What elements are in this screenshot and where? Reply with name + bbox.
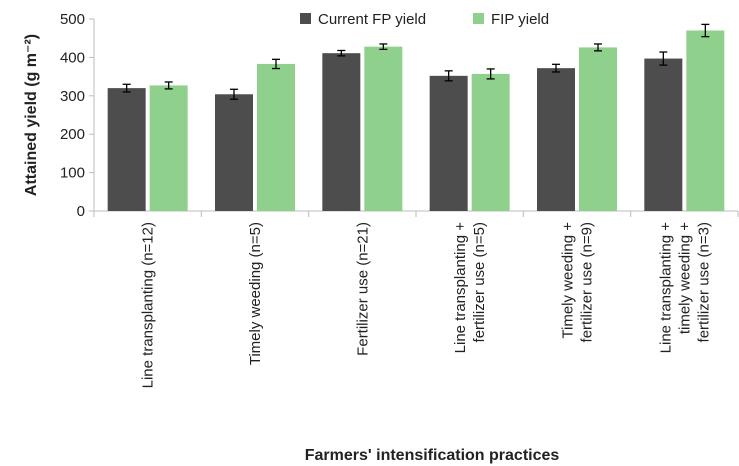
category-label: Line transplanting + bbox=[452, 222, 469, 354]
bar-current-fp bbox=[644, 58, 683, 211]
bar-fip bbox=[471, 73, 510, 211]
legend-label-fip: FIP yield bbox=[491, 11, 549, 28]
legend-swatch-fip bbox=[473, 13, 484, 24]
y-tick-label: 300 bbox=[60, 88, 85, 105]
y-tick-label: 200 bbox=[60, 126, 85, 143]
category-label: Timely weeding (n=5) bbox=[247, 222, 264, 365]
bar-fip bbox=[149, 85, 188, 211]
bar-fip bbox=[364, 46, 403, 212]
bar-current-fp bbox=[215, 94, 253, 211]
legend-label-current-fp: Current FP yield bbox=[318, 11, 426, 28]
y-tick-label: 500 bbox=[60, 11, 85, 28]
y-axis-title: Attained yield (g m⁻²) bbox=[23, 34, 40, 196]
x-axis-title: Farmers' intensification practices bbox=[305, 447, 560, 464]
x-axis bbox=[93, 210, 739, 217]
bar-fip bbox=[686, 30, 725, 211]
legend-swatch-current-fp bbox=[300, 13, 311, 24]
category-label: fertilizer use (n=9) bbox=[579, 222, 596, 342]
category-label: Line transplanting (n=12) bbox=[140, 222, 157, 388]
category-label: Line transplanting + bbox=[657, 222, 674, 354]
bar-current-fp bbox=[107, 88, 146, 211]
category-label: Fertilizer use (n=21) bbox=[354, 222, 371, 356]
y-tick-label: 0 bbox=[77, 203, 85, 220]
category-label: timely weeding + bbox=[676, 222, 693, 334]
bar-current-fp bbox=[537, 68, 575, 211]
y-tick-label: 100 bbox=[60, 165, 85, 182]
bar-current-fp bbox=[429, 75, 468, 211]
category-labels: Line transplanting (n=12) Timely weeding … bbox=[140, 222, 713, 389]
bar-fip bbox=[257, 63, 295, 211]
error-bars bbox=[122, 23, 710, 100]
y-tick-label: 400 bbox=[60, 49, 85, 66]
category-label: fertilizer use (n=3) bbox=[695, 222, 712, 342]
legend: Current FP yield FIP yield bbox=[300, 11, 549, 28]
bar-current-fp bbox=[322, 53, 361, 212]
bar-fip bbox=[579, 47, 617, 211]
y-axis: 0 100 200 300 400 500 bbox=[60, 11, 95, 220]
category-label: Timely weeding + bbox=[560, 222, 577, 339]
bars bbox=[107, 30, 725, 212]
category-label: fertilizer use (n=5) bbox=[471, 222, 488, 342]
